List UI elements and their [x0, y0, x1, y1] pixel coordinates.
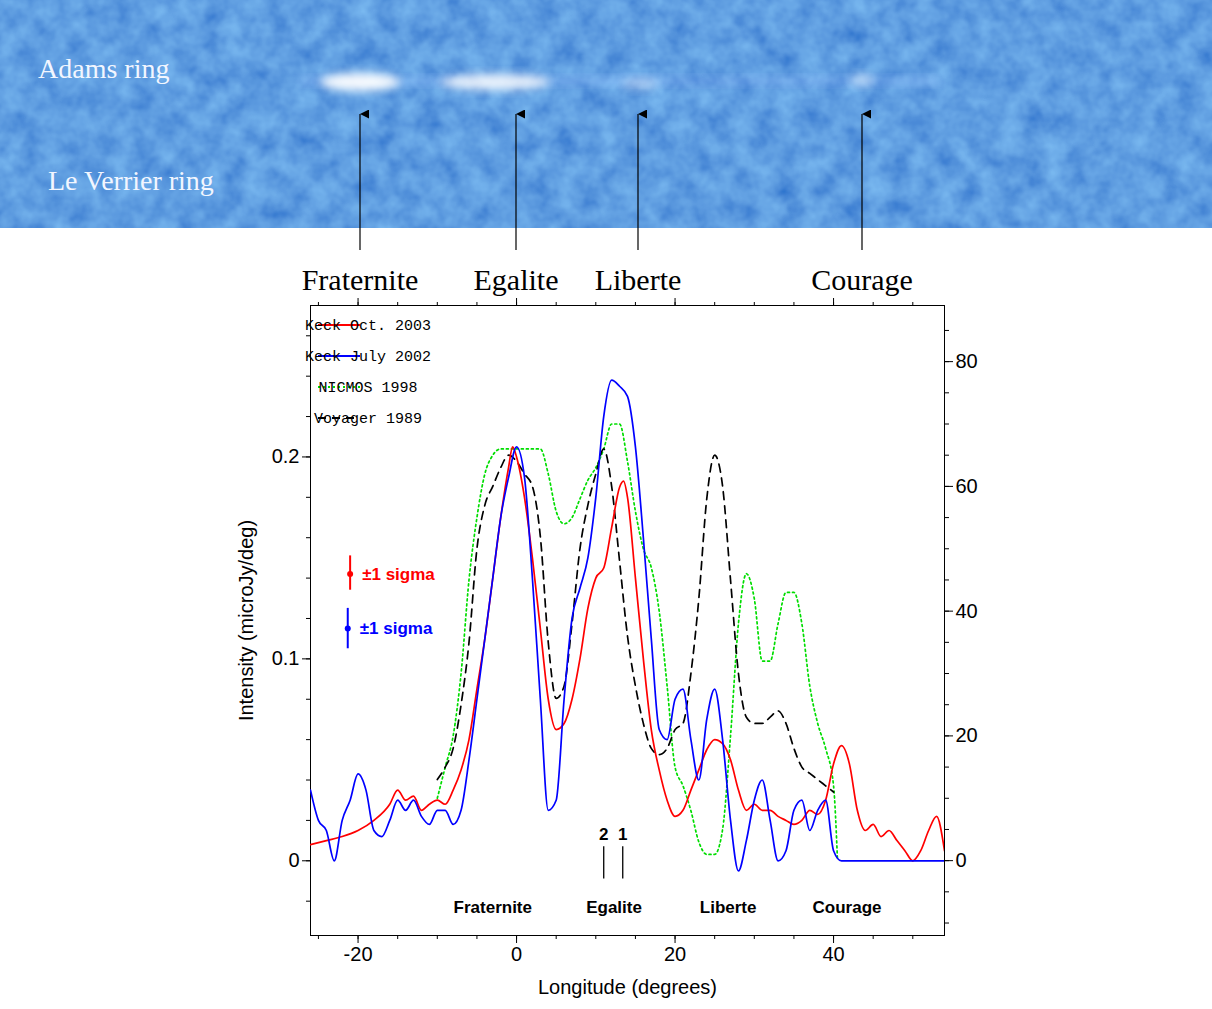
svg-text:Egalite: Egalite — [586, 898, 642, 917]
svg-text:±1 sigma: ±1 sigma — [362, 564, 435, 583]
svg-text:0: 0 — [511, 943, 522, 965]
svg-text:NICMOS 1998: NICMOS 1998 — [318, 380, 417, 397]
svg-text:2: 2 — [599, 825, 608, 844]
svg-text:20: 20 — [956, 724, 978, 746]
svg-text:0: 0 — [288, 849, 299, 871]
svg-text:40: 40 — [822, 943, 844, 965]
svg-text:1: 1 — [618, 825, 627, 844]
svg-text:0.2: 0.2 — [272, 445, 300, 467]
svg-text:Adams ring: Adams ring — [38, 53, 169, 84]
svg-text:60: 60 — [956, 475, 978, 497]
svg-text:Keck Oct. 2003: Keck Oct. 2003 — [305, 318, 431, 335]
svg-text:40: 40 — [956, 600, 978, 622]
svg-text:Fraternite: Fraternite — [302, 263, 419, 296]
svg-text:Liberte: Liberte — [700, 898, 757, 917]
svg-text:Longitude (degrees): Longitude (degrees) — [538, 976, 717, 998]
svg-text:Egalite: Egalite — [474, 263, 559, 296]
svg-text:Intensity (microJy/deg): Intensity (microJy/deg) — [235, 520, 257, 721]
svg-text:20: 20 — [664, 943, 686, 965]
svg-text:0.1: 0.1 — [272, 647, 300, 669]
svg-text:Voyager 1989: Voyager 1989 — [314, 411, 422, 428]
svg-text:0: 0 — [956, 849, 967, 871]
svg-text:-20: -20 — [344, 943, 373, 965]
svg-text:Le Verrier ring: Le Verrier ring — [48, 165, 214, 196]
svg-text:Courage: Courage — [813, 898, 882, 917]
svg-text:Courage: Courage — [811, 263, 913, 296]
svg-text:80: 80 — [956, 350, 978, 372]
svg-text:Keck July 2002: Keck July 2002 — [305, 349, 431, 366]
svg-text:Fraternite: Fraternite — [454, 898, 532, 917]
svg-text:±1 sigma: ±1 sigma — [360, 619, 433, 638]
svg-text:Liberte: Liberte — [595, 263, 682, 296]
